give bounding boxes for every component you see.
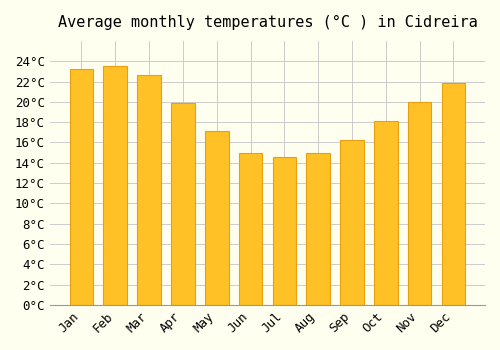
Bar xyxy=(272,157,296,305)
Bar xyxy=(306,153,330,305)
Bar xyxy=(205,131,229,305)
Bar xyxy=(104,66,127,305)
Bar xyxy=(238,153,262,305)
Bar xyxy=(138,76,161,305)
Bar xyxy=(340,140,364,305)
Bar xyxy=(442,83,465,305)
Bar xyxy=(374,121,398,305)
Bar xyxy=(408,102,432,305)
Title: Average monthly temperatures (°C ) in Cidreira: Average monthly temperatures (°C ) in Ci… xyxy=(58,15,478,30)
Bar xyxy=(70,69,94,305)
Bar xyxy=(171,103,194,305)
